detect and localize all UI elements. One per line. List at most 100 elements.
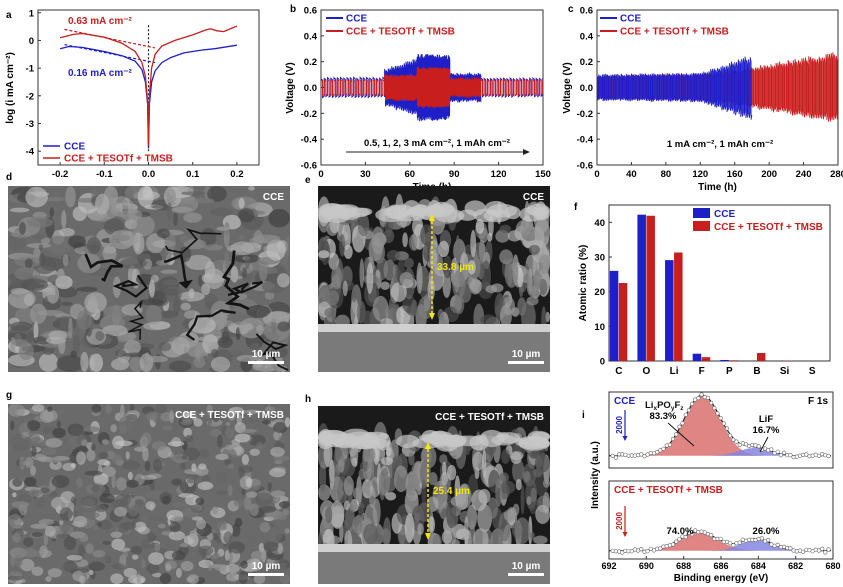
texture-grain	[393, 465, 409, 493]
data-point	[762, 446, 768, 451]
data-point	[655, 450, 660, 455]
texture-grain	[358, 468, 366, 480]
texture-grain	[236, 354, 257, 362]
texture-grain	[522, 463, 537, 487]
texture-grain	[416, 262, 423, 295]
texture-grain	[80, 568, 89, 574]
texture-grain	[222, 521, 227, 530]
xps-region-title: F 1s	[808, 396, 828, 407]
x-tick-label: 120	[491, 169, 507, 180]
texture-grain	[372, 295, 389, 322]
texture-grain	[404, 513, 415, 543]
data-point	[639, 546, 644, 552]
peak-label-lixpoyfz: LixPOyFz	[645, 400, 684, 412]
sem-texture	[8, 404, 290, 584]
texture-grain	[73, 515, 88, 528]
texture-grain	[264, 291, 275, 300]
texture-grain	[70, 462, 76, 468]
texture-grain	[154, 543, 161, 553]
texture-grain	[215, 319, 234, 328]
texture-grain	[515, 220, 532, 236]
texture-grain	[89, 353, 104, 372]
bar-B-additive	[756, 353, 766, 361]
texture-grain	[46, 285, 60, 304]
y-axis-label: Intensity (a.u.)	[590, 441, 601, 509]
texture-grain	[284, 528, 290, 534]
texture-grain	[114, 493, 132, 507]
texture-grain	[9, 207, 30, 213]
texture-grain	[153, 477, 167, 491]
texture-grain	[203, 273, 214, 279]
texture-grain	[410, 299, 418, 317]
texture-grain	[198, 463, 207, 470]
category-label: B	[753, 366, 760, 377]
substrate	[318, 332, 550, 372]
tafel-curve-cce	[59, 44, 238, 149]
texture-grain	[211, 410, 220, 423]
texture-grain	[52, 427, 66, 439]
texture-grain	[10, 231, 31, 238]
texture-grain	[76, 310, 92, 330]
texture-grain	[180, 561, 194, 572]
texture-grain	[108, 230, 135, 250]
texture-grain	[10, 336, 16, 352]
texture-grain	[242, 267, 247, 279]
texture-grain	[214, 563, 227, 572]
texture-grain	[264, 406, 275, 412]
texture-grain	[227, 484, 233, 497]
y-tick-label: -3	[26, 119, 34, 130]
texture-grain	[26, 242, 51, 249]
texture-grain	[185, 254, 212, 271]
x-tick-label: 150	[535, 169, 551, 180]
panel-i-frame-cce	[608, 391, 834, 469]
texture-grain	[166, 188, 176, 205]
bar-Li-cce	[665, 260, 674, 361]
texture-grain	[102, 540, 111, 545]
annotation-additive-current: 0.63 mA cm⁻²	[68, 16, 132, 27]
sem-image-e: 33.8 µm CCE 10 µm	[318, 186, 550, 372]
texture-grain	[32, 211, 47, 220]
data-point	[743, 442, 749, 447]
y-tick-label: 0.6	[580, 6, 593, 17]
texture-grain	[104, 555, 112, 564]
data-point	[693, 528, 698, 533]
texture-grain	[35, 496, 46, 509]
texture-grain	[142, 447, 149, 462]
texture-grain	[535, 504, 550, 524]
texture-grain	[361, 438, 390, 449]
texture-grain	[159, 310, 179, 319]
texture-grain	[481, 260, 491, 292]
texture-grain	[191, 503, 205, 513]
category-label: O	[643, 366, 651, 377]
texture-grain	[250, 342, 260, 350]
panel-letter-c: c	[568, 4, 574, 15]
data-point	[737, 540, 742, 545]
texture-grain	[420, 459, 432, 488]
texture-grain	[41, 447, 57, 455]
y-tick-label: -1	[26, 64, 35, 75]
data-point	[775, 542, 780, 548]
y-tick-label: -0.6	[577, 161, 593, 172]
texture-grain	[499, 304, 512, 328]
y-tick-label: 0.4	[580, 31, 594, 42]
texture-grain	[238, 234, 245, 241]
texture-grain	[358, 502, 365, 517]
texture-grain	[278, 435, 290, 444]
texture-grain	[231, 524, 241, 538]
texture-grain	[47, 406, 53, 412]
texture-grain	[88, 561, 105, 572]
texture-grain	[40, 487, 50, 494]
y-axis-label: Atomic ratio (%)	[578, 245, 589, 322]
texture-grain	[452, 270, 466, 300]
x-tick-label: 200	[761, 169, 777, 180]
texture-grain	[31, 531, 43, 537]
texture-grain	[153, 458, 163, 472]
peak-label-part: Li	[645, 400, 653, 411]
sem-sample-label: CCE	[523, 192, 544, 203]
data-point	[620, 550, 625, 555]
y-tick-label: 40	[594, 218, 605, 229]
texture-grain	[411, 233, 418, 251]
x-tick-label: 684	[751, 561, 766, 571]
texture-grain	[343, 500, 350, 511]
texture-grain	[189, 530, 198, 540]
